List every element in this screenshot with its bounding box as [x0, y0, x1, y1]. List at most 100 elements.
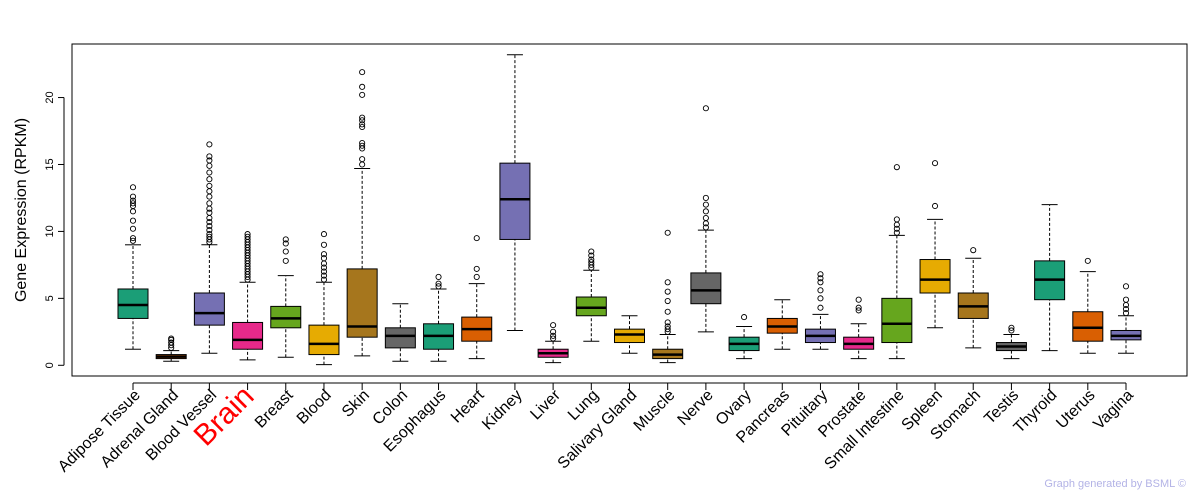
outlier-point [129, 200, 137, 207]
outlier-point [435, 280, 442, 287]
box-muscle [652, 229, 684, 364]
outlier-point [702, 214, 709, 222]
outlier-point [206, 233, 213, 240]
box-pituitary [804, 271, 836, 350]
box-vagina [1110, 283, 1142, 354]
outlier-point [893, 229, 900, 236]
outlier-point [206, 209, 213, 216]
outlier-point [588, 248, 595, 255]
outlier-point [855, 307, 862, 314]
outlier-point [320, 255, 328, 262]
outlier-point [129, 208, 137, 215]
box-ovary [728, 314, 760, 360]
outlier-point [664, 308, 671, 315]
iqr-box [193, 292, 225, 326]
box-nerve [690, 105, 722, 333]
box-testis [995, 324, 1027, 360]
outlier-point [206, 231, 213, 238]
outlier-point [893, 225, 900, 232]
box-brain [232, 231, 264, 361]
box-adipose-tissue [117, 184, 149, 350]
outlier-point [359, 142, 366, 149]
outlier-point [359, 69, 366, 76]
outlier-point [664, 288, 671, 295]
iqr-box [499, 162, 531, 240]
box-esophagus [423, 273, 455, 362]
outlier-point [206, 218, 213, 226]
outlier-point [702, 208, 709, 215]
outlier-point [855, 296, 862, 303]
outlier-point [1008, 324, 1015, 331]
box-prostate [843, 296, 875, 360]
outlier-point [282, 236, 289, 243]
outlier-point [359, 117, 366, 124]
x-category-label: Muscle [631, 387, 679, 435]
outlier-point [206, 182, 213, 189]
outlier-point [359, 121, 366, 128]
outlier-point [702, 201, 709, 208]
box-adrenal-gland [155, 335, 187, 362]
outlier-point [435, 283, 442, 290]
x-category-label: Thyroid [1011, 387, 1061, 437]
outlier-point [893, 164, 900, 171]
outlier-point [702, 105, 709, 112]
outlier-point [359, 91, 366, 98]
outlier-point [359, 114, 366, 121]
outlier-point [664, 323, 671, 330]
iqr-box [690, 272, 722, 305]
outlier-point [817, 275, 824, 282]
outlier-point [206, 193, 213, 200]
outlier-point [1122, 310, 1130, 317]
iqr-box [384, 327, 416, 349]
outlier-point [1008, 327, 1015, 334]
outlier-point [1122, 296, 1130, 303]
box-colon [384, 303, 416, 362]
box-liver [537, 322, 569, 364]
outlier-point [550, 332, 557, 339]
outlier-point [931, 202, 939, 210]
outlier-point [1084, 257, 1091, 264]
outlier-point [359, 156, 366, 163]
box-small-intestine [881, 164, 913, 360]
box-skin [346, 69, 378, 357]
outlier-point [320, 276, 328, 283]
iqr-box [270, 305, 302, 329]
box-stomach [957, 247, 989, 349]
outlier-point [206, 176, 213, 183]
y-tick-label: 15 [44, 158, 56, 170]
outlier-point [817, 279, 824, 286]
outlier-point [473, 273, 480, 280]
box-blood-vessel [193, 141, 225, 354]
outlier-point [129, 197, 137, 204]
outlier-point [359, 83, 366, 90]
iqr-box [117, 288, 149, 319]
x-category-label: Nerve [675, 387, 717, 429]
outlier-point [206, 188, 213, 195]
iqr-box [919, 259, 951, 294]
outlier-point [320, 241, 328, 248]
outlier-point [664, 319, 671, 326]
outlier-point [817, 287, 824, 294]
outlier-point [664, 279, 671, 286]
y-tick-label: 0 [44, 362, 56, 368]
box-uterus [1072, 257, 1104, 354]
box-thyroid [1034, 204, 1066, 352]
outlier-point [282, 248, 289, 255]
iqr-box [1072, 311, 1104, 342]
outlier-point [129, 193, 137, 200]
outlier-point [206, 169, 213, 176]
outlier-point [206, 227, 213, 234]
outlier-point [206, 162, 213, 169]
plot-frame [71, 43, 1188, 377]
outlier-point [320, 272, 328, 279]
outlier-point [282, 240, 289, 247]
outlier-point [550, 335, 557, 342]
iqr-box [575, 296, 607, 317]
outlier-point [206, 223, 213, 230]
y-tick-label: 20 [44, 91, 56, 103]
iqr-box [614, 328, 645, 344]
x-category-label: Uterus [1053, 387, 1098, 432]
outlier-point [817, 304, 824, 311]
outlier-point [855, 304, 862, 311]
